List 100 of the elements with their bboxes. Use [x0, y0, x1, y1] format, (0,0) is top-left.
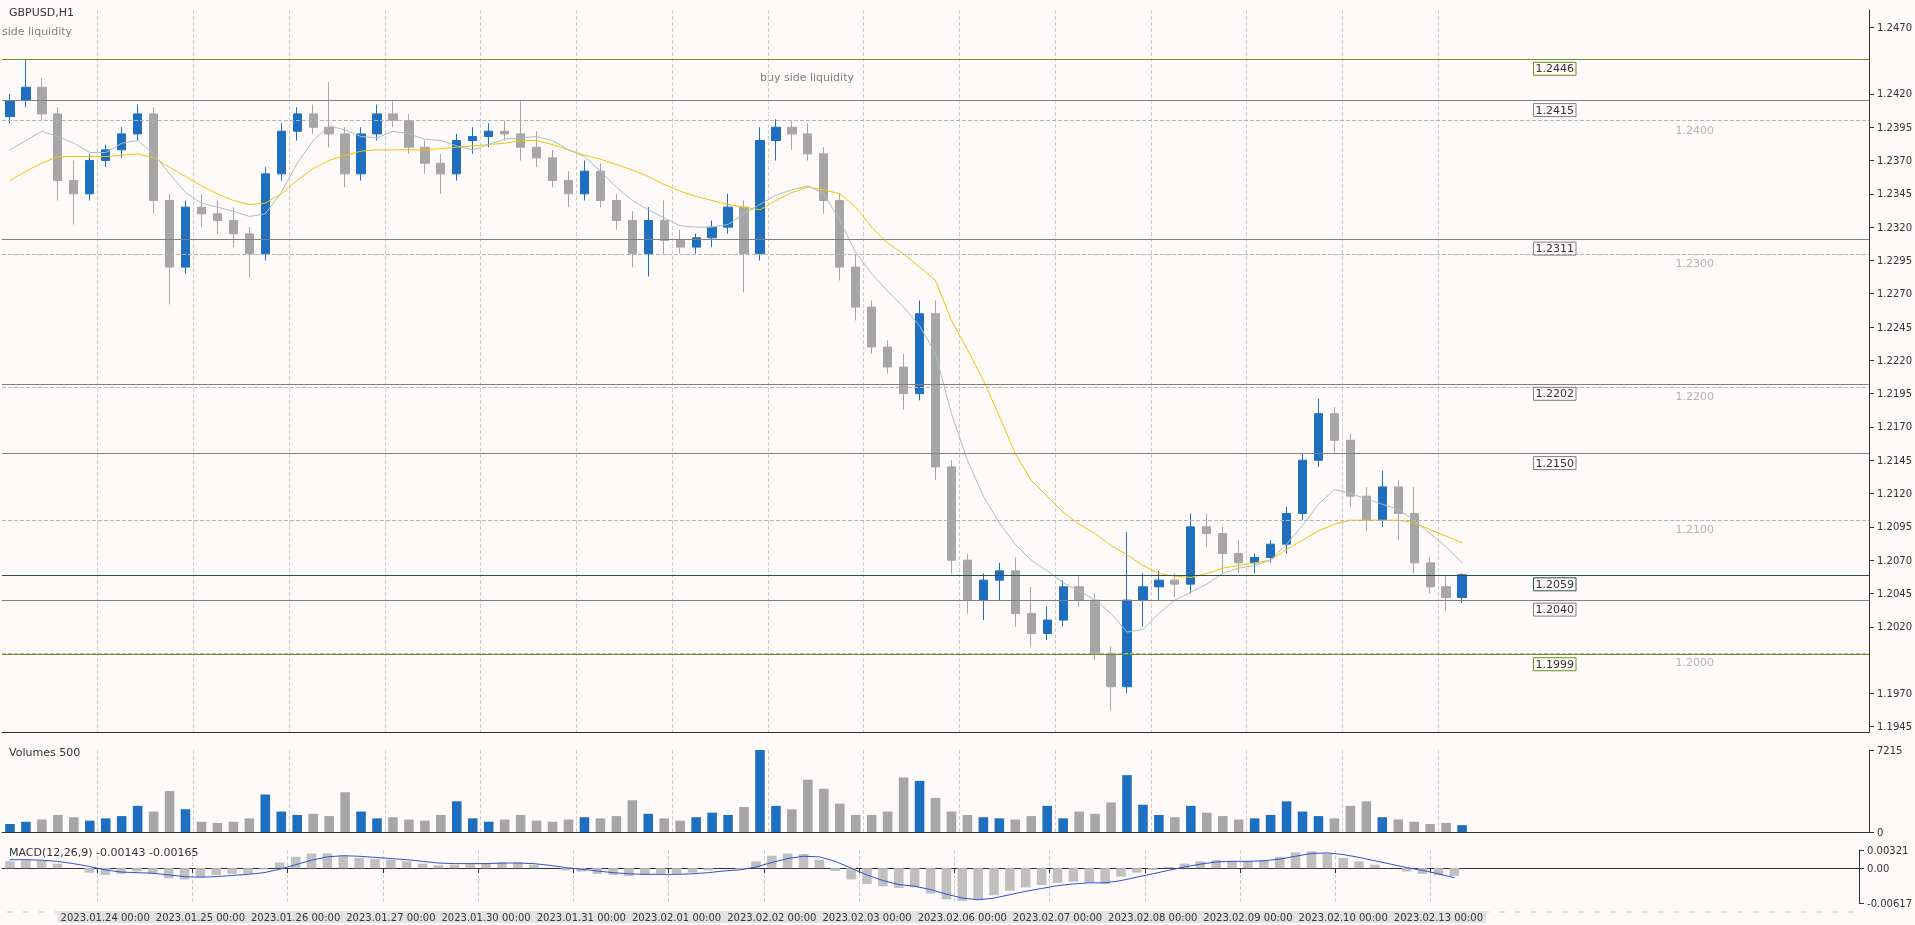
bar — [755, 750, 765, 832]
candlestick — [261, 166, 270, 261]
bar — [1449, 868, 1460, 877]
bar — [308, 813, 318, 832]
bar — [1233, 819, 1244, 832]
ref-line-label: 1.2415 — [1535, 103, 1574, 117]
bar — [433, 865, 444, 869]
bar — [1322, 853, 1333, 869]
y-tick-label: 1.2320 — [1877, 221, 1912, 233]
bar — [388, 817, 398, 832]
candlestick — [1378, 470, 1387, 528]
bar — [401, 861, 412, 869]
y-tick-label: 1.2120 — [1877, 488, 1912, 500]
bar — [675, 820, 685, 832]
candlestick — [1138, 572, 1148, 628]
x-tick-label: 2023.02.13 00:00 — [1393, 911, 1484, 923]
bar — [687, 868, 698, 873]
candlestick — [819, 146, 828, 215]
bar — [579, 817, 590, 832]
bar — [1068, 868, 1079, 882]
bar — [372, 818, 382, 832]
bar — [830, 868, 841, 871]
candlestick — [755, 126, 765, 261]
bar — [1329, 818, 1340, 832]
candlestick — [484, 122, 493, 148]
candlestick — [1043, 606, 1052, 641]
candlestick — [1362, 486, 1371, 532]
candlestick — [1266, 539, 1275, 564]
bar — [894, 868, 904, 888]
candlestick — [117, 126, 126, 159]
bar — [994, 818, 1005, 832]
bar — [957, 868, 968, 901]
candlestick — [1011, 556, 1020, 628]
bar — [483, 821, 494, 832]
candlestick — [899, 353, 908, 411]
ref-line-label: 1.2446 — [1535, 62, 1574, 76]
x-tick-label: 2023.02.01 00:00 — [631, 911, 722, 923]
bar — [989, 868, 999, 896]
ref-line-label: 1.2300 — [1675, 256, 1714, 270]
bar — [866, 814, 877, 832]
bar — [834, 803, 845, 832]
candlestick — [356, 126, 366, 182]
bar — [655, 868, 666, 874]
candlestick — [739, 199, 749, 293]
candlestick — [1298, 453, 1307, 521]
candlestick — [69, 160, 78, 225]
candlestick — [867, 299, 876, 355]
bar — [1138, 804, 1148, 832]
x-tick-label: 2023.01.27 00:00 — [346, 911, 436, 923]
bar — [767, 855, 777, 869]
x-tick-label: 2023.01.31 00:00 — [536, 911, 626, 923]
bar — [1361, 801, 1372, 832]
y-tick-label: 1.2195 — [1877, 388, 1912, 400]
candlestick — [133, 104, 142, 142]
bar — [946, 811, 957, 832]
y-tick-label: 1.2395 — [1877, 121, 1912, 133]
bar — [338, 855, 349, 869]
bar — [5, 824, 15, 832]
y-tick-label: 1.2220 — [1877, 354, 1912, 366]
candlestick — [420, 140, 430, 175]
candlestick — [1410, 486, 1419, 574]
bar — [1377, 817, 1388, 832]
y-tick-label: 1.2295 — [1877, 254, 1912, 266]
candlestick — [165, 193, 174, 305]
bar — [862, 868, 872, 884]
bar — [148, 811, 159, 832]
bar — [643, 813, 654, 832]
candlestick — [979, 572, 988, 621]
bar — [227, 868, 237, 874]
bar — [84, 820, 95, 832]
bar — [1186, 805, 1196, 832]
x-tick-label: 2023.01.30 00:00 — [441, 911, 531, 923]
candlestick — [1346, 433, 1355, 508]
ref-line-label: 1.2311 — [1535, 242, 1574, 256]
bar — [467, 818, 478, 832]
candlestick — [1330, 406, 1339, 455]
candlestick — [181, 199, 190, 275]
chart-title: Volumes 500 — [9, 746, 81, 759]
bar — [292, 814, 302, 832]
bar — [1249, 818, 1260, 832]
candlestick — [1441, 575, 1451, 612]
chart-title: MACD(12,26,9) -0.00143 -0.00165 — [9, 846, 199, 859]
ref-line-label: 1.2202 — [1535, 387, 1574, 401]
bar — [1401, 868, 1412, 872]
bar — [1370, 864, 1380, 869]
bar — [846, 868, 856, 880]
candlestick — [388, 100, 398, 128]
candlestick — [1250, 553, 1259, 574]
candlestick — [771, 118, 781, 162]
bar — [356, 811, 366, 832]
candlestick — [628, 210, 637, 268]
bar — [707, 812, 717, 832]
candlestick — [1457, 572, 1467, 604]
x-tick-label: 2023.02.02 00:00 — [727, 911, 817, 923]
bar — [1457, 825, 1467, 832]
bar — [276, 811, 287, 832]
bar — [1201, 812, 1212, 832]
y-tick-label: 1.1945 — [1877, 721, 1912, 733]
y-tick-label: 1.2070 — [1877, 554, 1912, 566]
bar — [243, 868, 253, 874]
